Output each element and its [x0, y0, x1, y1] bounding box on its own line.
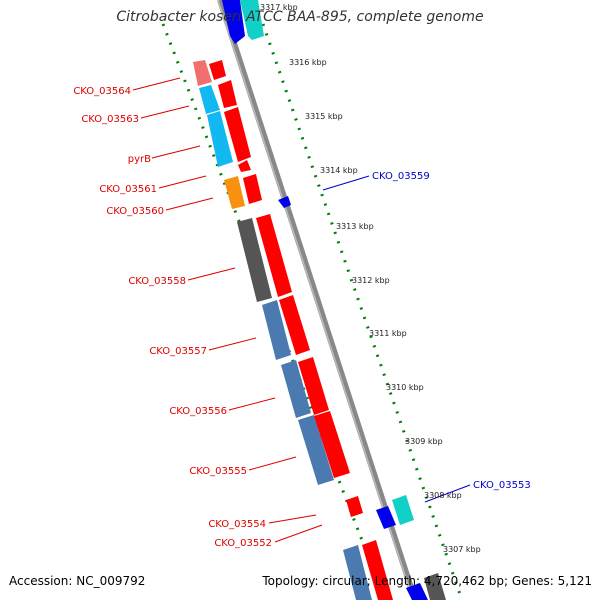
gene-label-pyrB: pyrB: [128, 154, 151, 165]
gene-CKO_03563-arrow-b: [224, 107, 251, 162]
gene-CKO_03560-box: [224, 176, 245, 209]
gene-CKO_03559-arrow: [278, 196, 291, 208]
scale-label-3307: 3307 kbp: [443, 545, 481, 554]
leader-CKO_03555: [248, 456, 297, 471]
scale-label-3311: 3311 kbp: [369, 329, 407, 338]
gene-pyrB-arrow: [238, 160, 251, 172]
gene-CKO_03557-box: [262, 300, 291, 360]
gene-label-CKO_03557: CKO_03557: [149, 346, 207, 357]
scale-label-3309: 3309 kbp: [405, 437, 443, 446]
gene-CKO_03556-arrow: [298, 357, 329, 415]
gene-CKO_03558-arrow: [256, 214, 292, 297]
gene-label-CKO_03555: CKO_03555: [189, 466, 247, 477]
gene-CKO_03558-box: [237, 218, 272, 302]
gene-label-CKO_03560: CKO_03560: [106, 206, 164, 217]
gene-label-CKO_03553: CKO_03553: [473, 480, 531, 491]
gene-label-CKO_03556: CKO_03556: [169, 406, 227, 417]
gene-CKO_03555-arrow: [314, 411, 350, 478]
gene-CKO_03563-box-a: [199, 85, 220, 114]
gene-CKO_03557-arrow: [279, 295, 310, 355]
gene-bottom-blue-box: [406, 583, 428, 600]
gene-top-cyan: [240, 0, 264, 40]
gene-label-CKO_03559: CKO_03559: [372, 171, 430, 182]
gene-CKO_03564-arrow: [209, 60, 226, 80]
leader-CKO_03559: [322, 175, 370, 191]
genome-title: Citrobacter koseri ATCC BAA-895, complet…: [116, 9, 484, 25]
scale-label-3314: 3314 kbp: [320, 166, 358, 175]
scale-label-3315: 3315 kbp: [305, 112, 343, 121]
gene-label-CKO_03554: CKO_03554: [208, 519, 266, 530]
scale-label-3310: 3310 kbp: [386, 383, 424, 392]
gene-label-CKO_03561: CKO_03561: [99, 184, 157, 195]
gene-CKO_03556-box: [281, 360, 311, 418]
leader-CKO_03561: [158, 175, 207, 189]
gene-top-blue: [222, 0, 245, 44]
gene-bottom-steel-box: [343, 545, 372, 600]
leader-CKO_03552: [274, 524, 323, 543]
accession-label: Accession: NC_009792: [9, 574, 146, 588]
scale-label-3312: 3312 kbp: [352, 276, 390, 285]
gene-bottom-red-arrow: [362, 540, 393, 600]
leader-CKO_03558: [187, 267, 236, 281]
leader-CKO_03556: [228, 397, 276, 411]
gene-bottom-gray-box: [424, 573, 446, 600]
scale-label-3313: 3313 kbp: [336, 222, 374, 231]
gene-label-CKO_03564: CKO_03564: [73, 86, 131, 97]
genome-backbone: [217, 0, 418, 600]
leader-CKO_03563: [140, 105, 190, 119]
leader-CKO_03557: [208, 337, 257, 351]
gene-CKO_03561-arrow: [243, 174, 262, 204]
inner-tick-ring: [261, 23, 464, 600]
leader-CKO_03554: [268, 514, 317, 524]
gene-CKO_03563-arrow-a: [218, 80, 237, 108]
leader-CKO_03560: [165, 197, 214, 211]
leader-CKO_03564: [132, 77, 181, 91]
gene-CKO_03564-box: [193, 60, 212, 86]
scale-label-3317: 3317 kbp: [260, 3, 298, 12]
gene-label-CKO_03558: CKO_03558: [128, 276, 186, 287]
gene-label-CKO_03552: CKO_03552: [214, 538, 272, 549]
gene-CKO_03563-box-b: [207, 111, 233, 167]
gene-CKO_03553-blue-arrow: [376, 506, 396, 529]
gene-label-CKO_03563: CKO_03563: [81, 114, 139, 125]
gene-CKO_03553-teal-box: [392, 495, 414, 525]
leader-pyrB: [151, 145, 201, 159]
gene-CKO_03555-box: [298, 415, 334, 485]
scale-label-3308: 3308 kbp: [424, 491, 462, 500]
gene-CKO_03554-arrow: [346, 496, 363, 517]
genome-backbone-highlight: [217, 0, 414, 600]
genome-summary-label: Topology: circular; Length: 4,720,462 bp…: [262, 574, 592, 588]
scale-label-3316: 3316 kbp: [289, 58, 327, 67]
leader-CKO_03553: [424, 484, 471, 503]
